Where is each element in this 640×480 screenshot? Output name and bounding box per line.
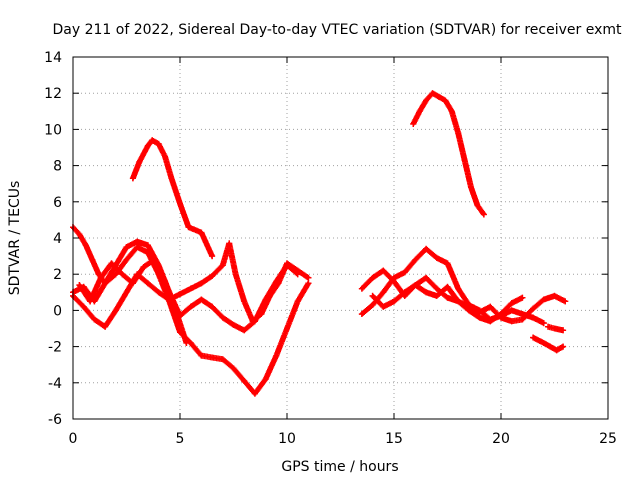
y-tick-label: 8	[53, 159, 62, 175]
y-tick-label: 4	[53, 231, 62, 247]
series-s5	[70, 238, 301, 334]
y-tick-label: -6	[48, 412, 62, 428]
series-s11	[545, 323, 567, 334]
series-trail	[530, 334, 567, 354]
y-tick-label: 6	[53, 195, 62, 211]
y-tick-label: -2	[48, 340, 62, 356]
y-axis-label: SDTVAR / TECUs	[7, 181, 23, 296]
x-tick-label: 0	[69, 431, 78, 447]
y-tick-label: 2	[53, 267, 62, 283]
series-s1	[129, 137, 216, 260]
x-tick-label: 25	[599, 431, 617, 447]
series-trail	[545, 323, 567, 334]
series-s2	[410, 90, 487, 218]
series-trail	[70, 224, 312, 397]
series-s3	[70, 224, 312, 397]
y-tick-label: -4	[48, 376, 62, 392]
x-tick-label: 15	[385, 431, 403, 447]
series-s6	[76, 256, 190, 346]
y-tick-label: 14	[44, 50, 62, 66]
series-trail	[129, 137, 216, 260]
y-tick-label: 10	[44, 122, 62, 138]
data-points	[70, 90, 569, 397]
series-trail	[410, 90, 487, 218]
x-tick-label: 5	[176, 431, 185, 447]
y-tick-label: 12	[44, 86, 62, 102]
ticks: 0 5 10 15 20 25 -6 -4 -2 0 2 4 6 8 10 12 14	[44, 50, 617, 447]
x-axis-label: GPS time / hours	[281, 459, 398, 475]
series-s10	[530, 334, 567, 354]
grid	[73, 57, 608, 419]
series-trail	[369, 282, 526, 325]
x-tick-label: 20	[492, 431, 510, 447]
series-s8	[358, 245, 547, 327]
series-trail	[70, 238, 301, 334]
series-s9	[369, 282, 526, 325]
x-tick-label: 10	[278, 431, 296, 447]
series-trail	[76, 256, 190, 346]
y-tick-label: 0	[53, 303, 62, 319]
series-trail	[358, 245, 547, 327]
chart-title: Day 211 of 2022, Sidereal Day-to-day VTE…	[53, 22, 623, 38]
